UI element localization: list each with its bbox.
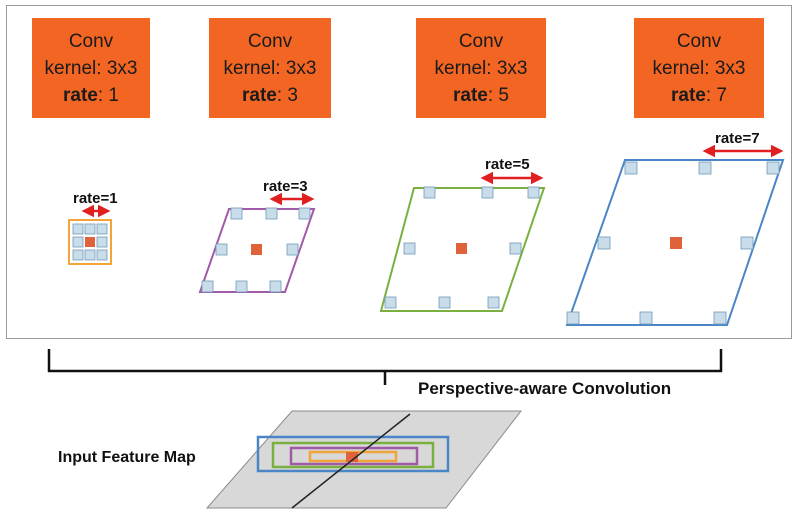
kernel-rate-3: rate=3 bbox=[198, 178, 316, 293]
kernel-outline bbox=[198, 208, 316, 293]
sample-point bbox=[403, 242, 416, 255]
conv-box-rate-1: Conv kernel: 3x3 rate: 1 bbox=[32, 18, 150, 118]
feature-map-plane bbox=[205, 410, 523, 509]
rate-label: rate bbox=[242, 84, 277, 106]
kernel-rate-1: rate=1 bbox=[68, 190, 118, 265]
sample-point bbox=[286, 243, 299, 256]
rate-value: : 1 bbox=[97, 84, 119, 106]
sample-point bbox=[624, 161, 638, 175]
sample-point bbox=[481, 186, 494, 199]
conv-title: Conv bbox=[68, 30, 114, 52]
kernel-label: kernel bbox=[652, 57, 705, 79]
rate-label-7: rate=7 bbox=[715, 130, 760, 147]
conv-box-rate-3: Conv kernel: 3x3 rate: 3 bbox=[209, 18, 331, 118]
sample-point bbox=[72, 223, 84, 235]
sample-point bbox=[84, 223, 96, 235]
center-point bbox=[251, 244, 262, 255]
sample-point bbox=[487, 296, 500, 309]
sample-point bbox=[740, 236, 754, 250]
rate-label-1: rate=1 bbox=[73, 190, 118, 207]
rate-value: : 7 bbox=[705, 84, 727, 106]
kernel-label: kernel bbox=[434, 57, 487, 79]
sample-point bbox=[96, 223, 108, 235]
sample-point bbox=[235, 280, 248, 293]
input-feature-map-label: Input Feature Map bbox=[58, 449, 196, 466]
kernel-label: kernel bbox=[44, 57, 97, 79]
conv-title: Conv bbox=[458, 30, 504, 52]
kernel-label: kernel bbox=[223, 57, 276, 79]
kernel-value: : 3x3 bbox=[704, 57, 746, 79]
kernel-outline bbox=[565, 159, 785, 326]
center-point bbox=[670, 237, 682, 249]
sample-point bbox=[96, 236, 108, 248]
sample-point bbox=[269, 280, 282, 293]
conv-title: Conv bbox=[247, 30, 293, 52]
sample-point bbox=[509, 242, 522, 255]
kernel-value: : 3x3 bbox=[486, 57, 528, 79]
feature-map-divider bbox=[291, 413, 411, 509]
kernel-value: : 3x3 bbox=[275, 57, 317, 79]
sample-point bbox=[215, 243, 228, 256]
sample-point bbox=[766, 161, 780, 175]
sample-point bbox=[201, 280, 214, 293]
region-rate-5 bbox=[271, 441, 435, 469]
sample-point bbox=[265, 207, 278, 220]
sample-point bbox=[566, 311, 580, 325]
perspective-aware-convolution-label: Perspective-aware Convolution bbox=[418, 379, 672, 398]
sample-point bbox=[698, 161, 712, 175]
region-rate-3 bbox=[289, 446, 419, 466]
rate-label: rate bbox=[63, 84, 98, 106]
sample-point bbox=[84, 249, 96, 261]
sample-point bbox=[298, 207, 311, 220]
rate-value: : 5 bbox=[487, 84, 509, 106]
kernel-outline bbox=[68, 219, 112, 265]
grouping-bracket bbox=[47, 349, 723, 373]
kernel-rate-5: rate=5 bbox=[379, 156, 546, 312]
conv-box-rate-5: Conv kernel: 3x3 rate: 5 bbox=[416, 18, 546, 118]
sample-point bbox=[639, 311, 653, 325]
rate-label: rate bbox=[453, 84, 488, 106]
input-feature-map bbox=[205, 410, 523, 509]
center-point bbox=[456, 243, 467, 254]
rate-label: rate bbox=[671, 84, 706, 106]
rate-value: : 3 bbox=[276, 84, 298, 106]
sample-point bbox=[597, 236, 611, 250]
conv-box-rate-7: Conv kernel: 3x3 rate: 7 bbox=[634, 18, 764, 118]
center-point bbox=[85, 237, 95, 247]
conv-title: Conv bbox=[676, 30, 722, 52]
kernel-value: : 3x3 bbox=[96, 57, 138, 79]
sample-point bbox=[384, 296, 397, 309]
sample-point bbox=[527, 186, 540, 199]
sample-point bbox=[438, 296, 451, 309]
sample-point bbox=[423, 186, 436, 199]
sample-point bbox=[713, 311, 727, 325]
kernel-outline bbox=[379, 187, 546, 312]
sample-point bbox=[72, 236, 84, 248]
rate-label-3: rate=3 bbox=[263, 178, 308, 195]
region-rate-7 bbox=[256, 435, 450, 473]
sample-point bbox=[230, 207, 243, 220]
sample-point bbox=[72, 249, 84, 261]
kernel-rate-7: rate=7 bbox=[565, 130, 785, 326]
rate-label-5: rate=5 bbox=[485, 156, 530, 173]
sample-point bbox=[96, 249, 108, 261]
center-pixel bbox=[346, 452, 358, 462]
